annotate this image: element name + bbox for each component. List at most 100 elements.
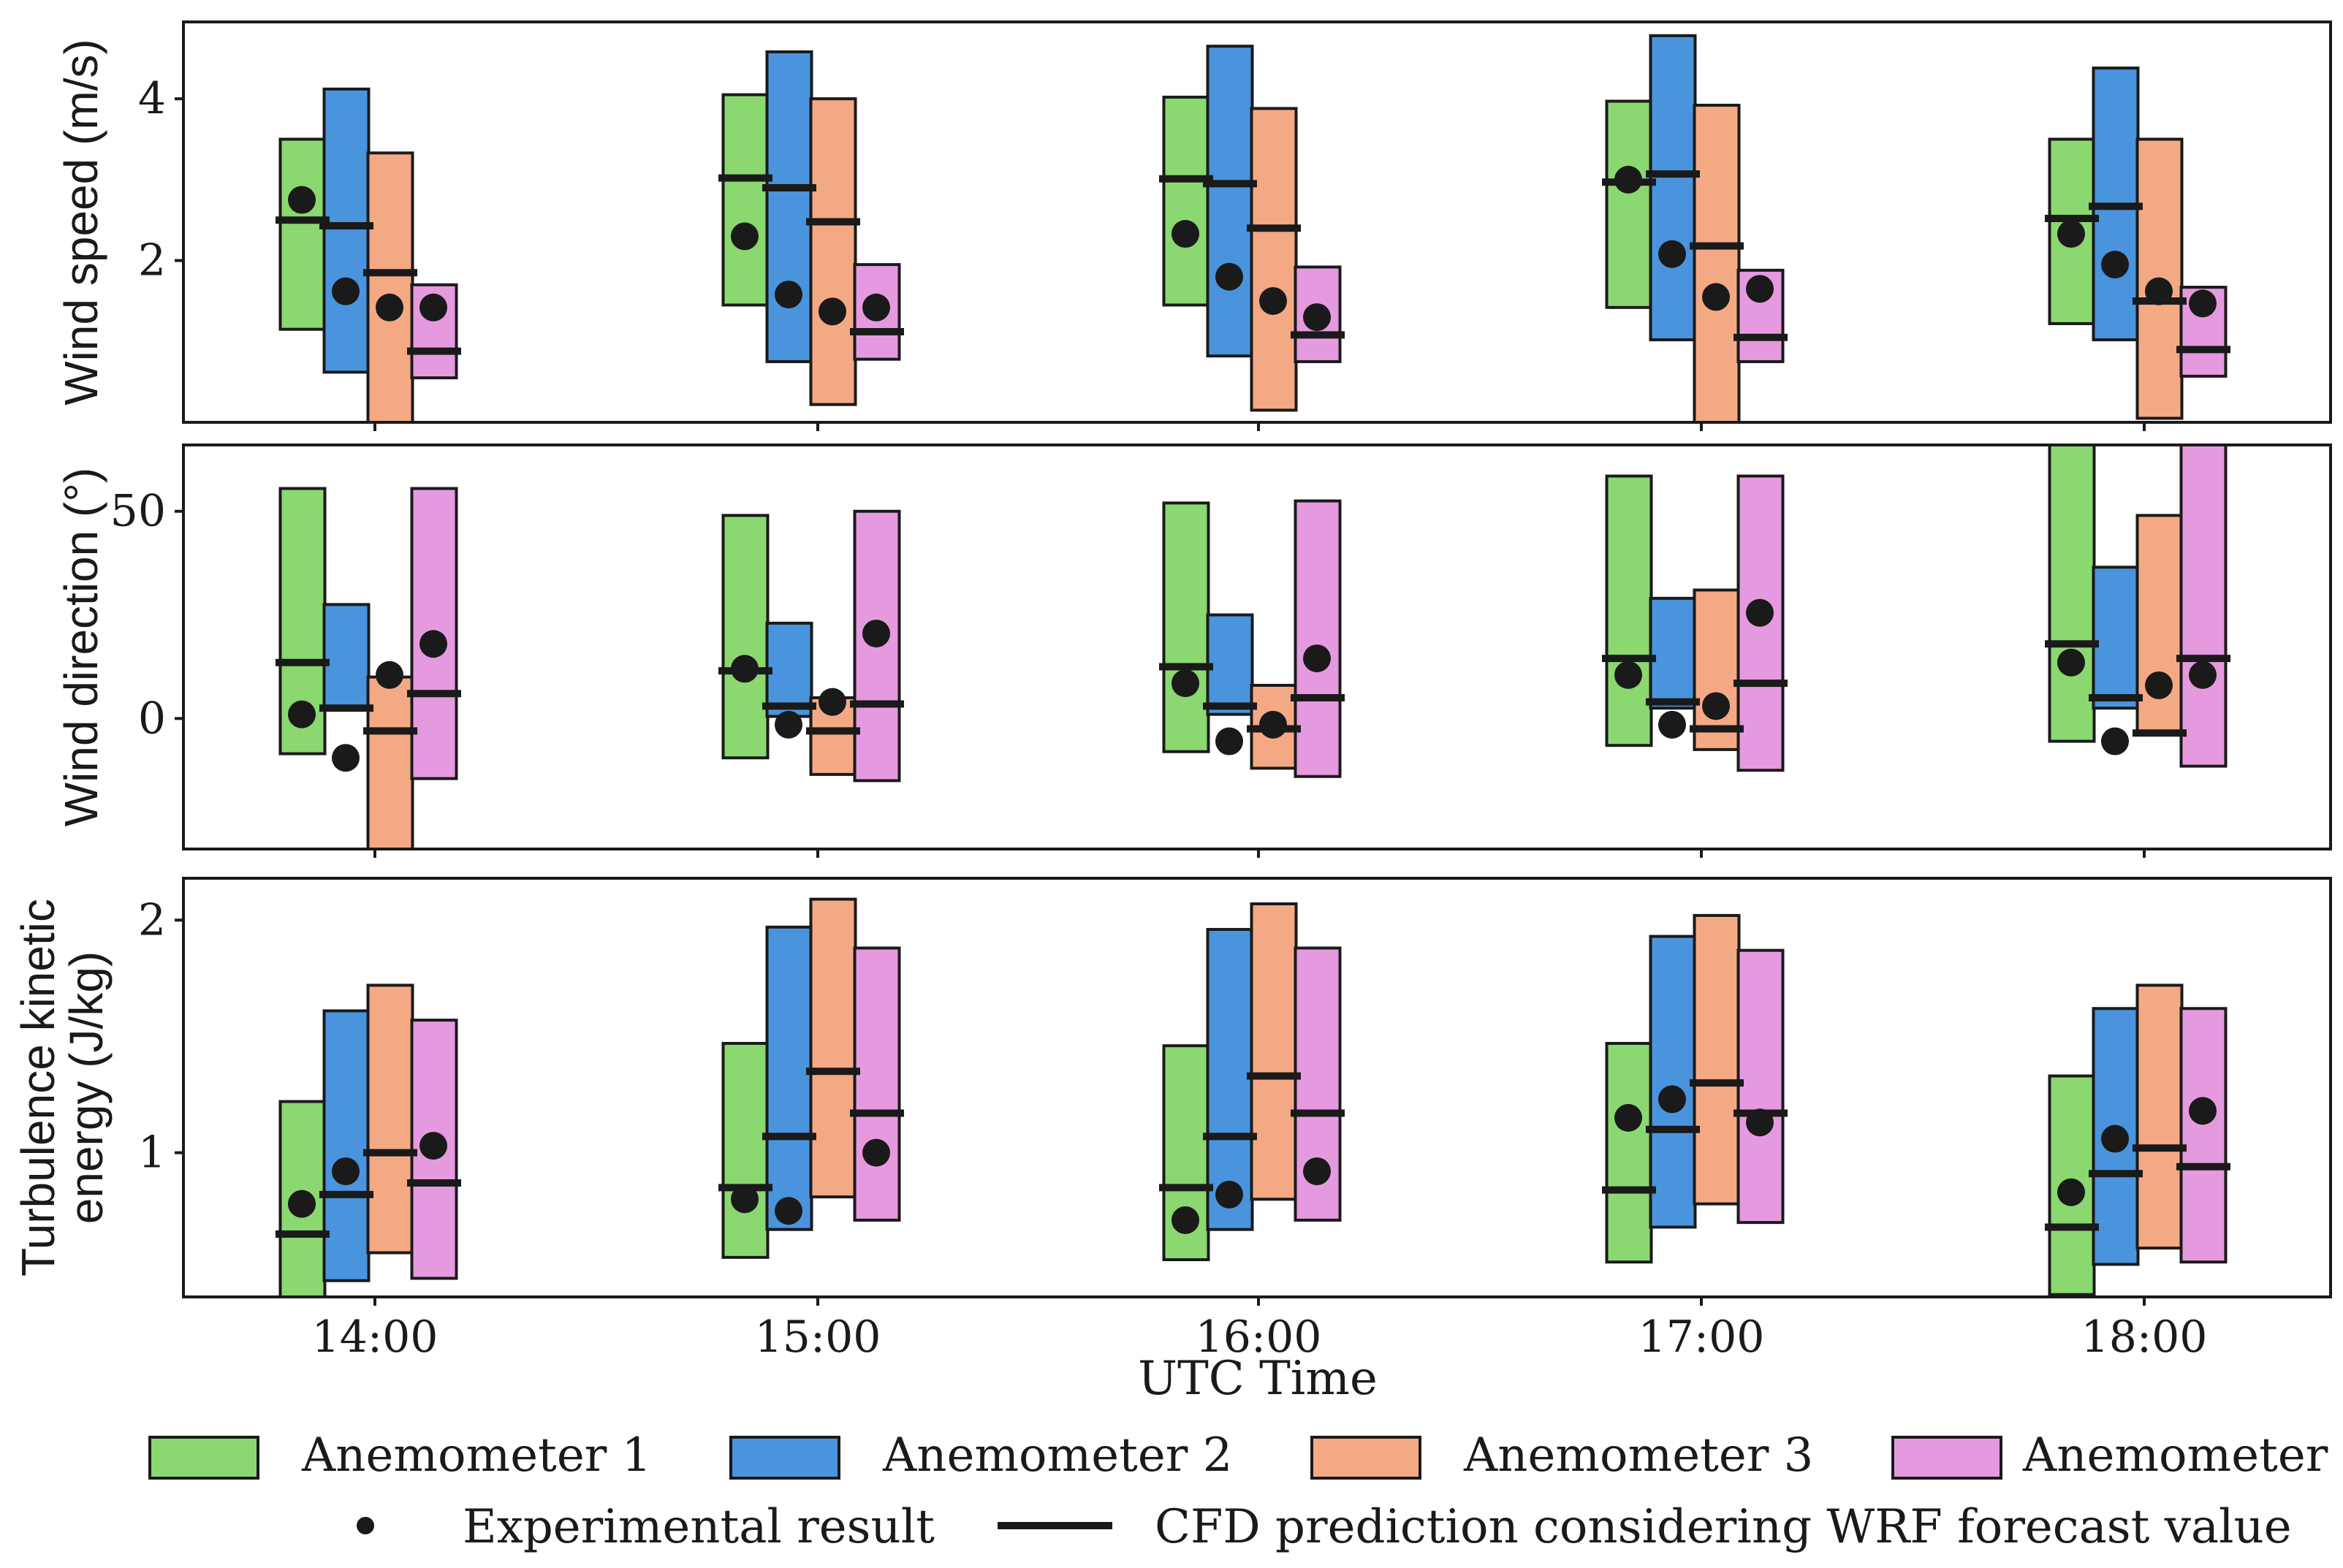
experimental-point (2057, 1178, 2085, 1206)
experimental-point (862, 293, 890, 321)
legend: Anemometer 1 Anemometer 2 Anemometer 3 A… (148, 1428, 2343, 1554)
experimental-point (288, 1190, 316, 1218)
experimental-point (819, 297, 846, 326)
experimental-point (419, 630, 447, 658)
range-bar (1649, 596, 1697, 710)
experimental-point (332, 744, 360, 772)
range-bar (809, 97, 857, 406)
y-tick-label: 2 (138, 894, 166, 945)
range-bar (1206, 45, 1254, 358)
legend-label-cfd: CFD prediction considering WRF forecast … (1155, 1500, 2292, 1554)
experimental-point (376, 293, 403, 321)
range-bar (366, 675, 414, 850)
range-bar (1605, 99, 1653, 309)
experimental-point (1658, 240, 1686, 268)
range-bar (1649, 34, 1697, 342)
legend-marker-experimental (357, 1517, 374, 1534)
experimental-point (1746, 598, 1774, 627)
x-tick-label: 15:00 (755, 1312, 881, 1363)
experimental-point (2189, 661, 2217, 689)
legend-swatch-anemometer-2 (729, 1436, 840, 1480)
axes-frame (182, 444, 2332, 850)
range-bar (1162, 95, 1210, 307)
range-bar (1693, 104, 1741, 424)
legend-swatch-anemometer-4 (1891, 1436, 2002, 1480)
range-bar (1250, 107, 1298, 412)
experimental-point (1172, 1206, 1199, 1234)
range-bar (853, 946, 901, 1222)
range-bar (2135, 983, 2184, 1250)
experimental-point (1614, 661, 1642, 689)
range-bar (2092, 566, 2140, 710)
experimental-point (1172, 669, 1199, 698)
range-bar (765, 925, 813, 1231)
experimental-point (775, 281, 802, 309)
experimental-point (2101, 727, 2129, 756)
experimental-point (1658, 710, 1686, 739)
experimental-point (1702, 283, 1730, 311)
legend-swatch-anemometer-3 (1310, 1436, 1421, 1480)
range-bar (721, 1042, 770, 1259)
x-tick-label: 18:00 (2081, 1312, 2208, 1363)
range-bar (2179, 444, 2228, 768)
experimental-point (1172, 220, 1199, 248)
range-bar (366, 151, 414, 424)
panel-3: 1 2 14:00 15:00 16:00 17:00 18:00 Turbulence ki… (12, 877, 2332, 1363)
x-axis-label: UTC Time (1138, 1352, 1378, 1406)
range-bar (2179, 1007, 2228, 1264)
experimental-point (2189, 289, 2217, 318)
experimental-point (332, 1157, 360, 1186)
experimental-point (2189, 1097, 2217, 1125)
range-bar (322, 1009, 371, 1282)
x-tick-label: 17:00 (1638, 1312, 1765, 1363)
range-bar (2048, 444, 2096, 743)
experimental-point (288, 186, 316, 214)
experimental-point (2145, 277, 2173, 305)
experimental-point (376, 661, 403, 689)
experimental-point (419, 293, 447, 321)
range-bar (1250, 902, 1298, 1201)
range-bar (765, 621, 813, 718)
legend-label-anemometer-3: Anemometer 3 (1463, 1428, 1813, 1483)
y-axis-label: Wind direction (°) (55, 468, 107, 827)
x-tick-label: 16:00 (1196, 1312, 1322, 1363)
experimental-point (288, 700, 316, 728)
experimental-point (1614, 165, 1642, 194)
range-bar (2048, 137, 2096, 325)
y-axis-label-line: Turbulence kinetic (12, 899, 64, 1276)
experimental-point (419, 1132, 447, 1160)
experimental-point (1215, 262, 1243, 291)
range-bar (721, 514, 770, 760)
panel-1: 2 4 Wind speed (m/s) (55, 20, 2332, 431)
y-axis-label: Wind speed (m/s) (55, 39, 107, 405)
legend-label-anemometer-4: Anemometer 4 (2022, 1428, 2343, 1483)
experimental-point (1746, 275, 1774, 303)
experimental-point (775, 710, 802, 739)
range-bar (1162, 501, 1210, 753)
experimental-point (2101, 1124, 2129, 1153)
experimental-point (731, 655, 759, 683)
range-bar (1605, 474, 1653, 747)
experimental-point (1215, 1180, 1243, 1209)
range-bar (322, 603, 371, 710)
experimental-point (862, 1138, 890, 1167)
range-bar (1693, 913, 1741, 1206)
experimental-point (1614, 1103, 1642, 1132)
y-tick-label: 2 (138, 235, 166, 286)
range-bar (1294, 499, 1342, 778)
experimental-point (731, 1185, 759, 1214)
y-tick-label: 1 (138, 1127, 166, 1179)
range-bar (410, 283, 458, 380)
y-tick-label: 0 (138, 693, 166, 744)
legend-label-anemometer-1: Anemometer 1 (301, 1428, 651, 1483)
experimental-point (2145, 671, 2173, 699)
range-bar (1649, 935, 1697, 1229)
range-bar (1206, 613, 1254, 716)
range-bar (1206, 928, 1254, 1231)
experimental-point (1259, 286, 1287, 315)
y-axis-label-line: energy (J/kg) (60, 951, 113, 1224)
legend-label-experimental: Experimental result (463, 1500, 935, 1554)
